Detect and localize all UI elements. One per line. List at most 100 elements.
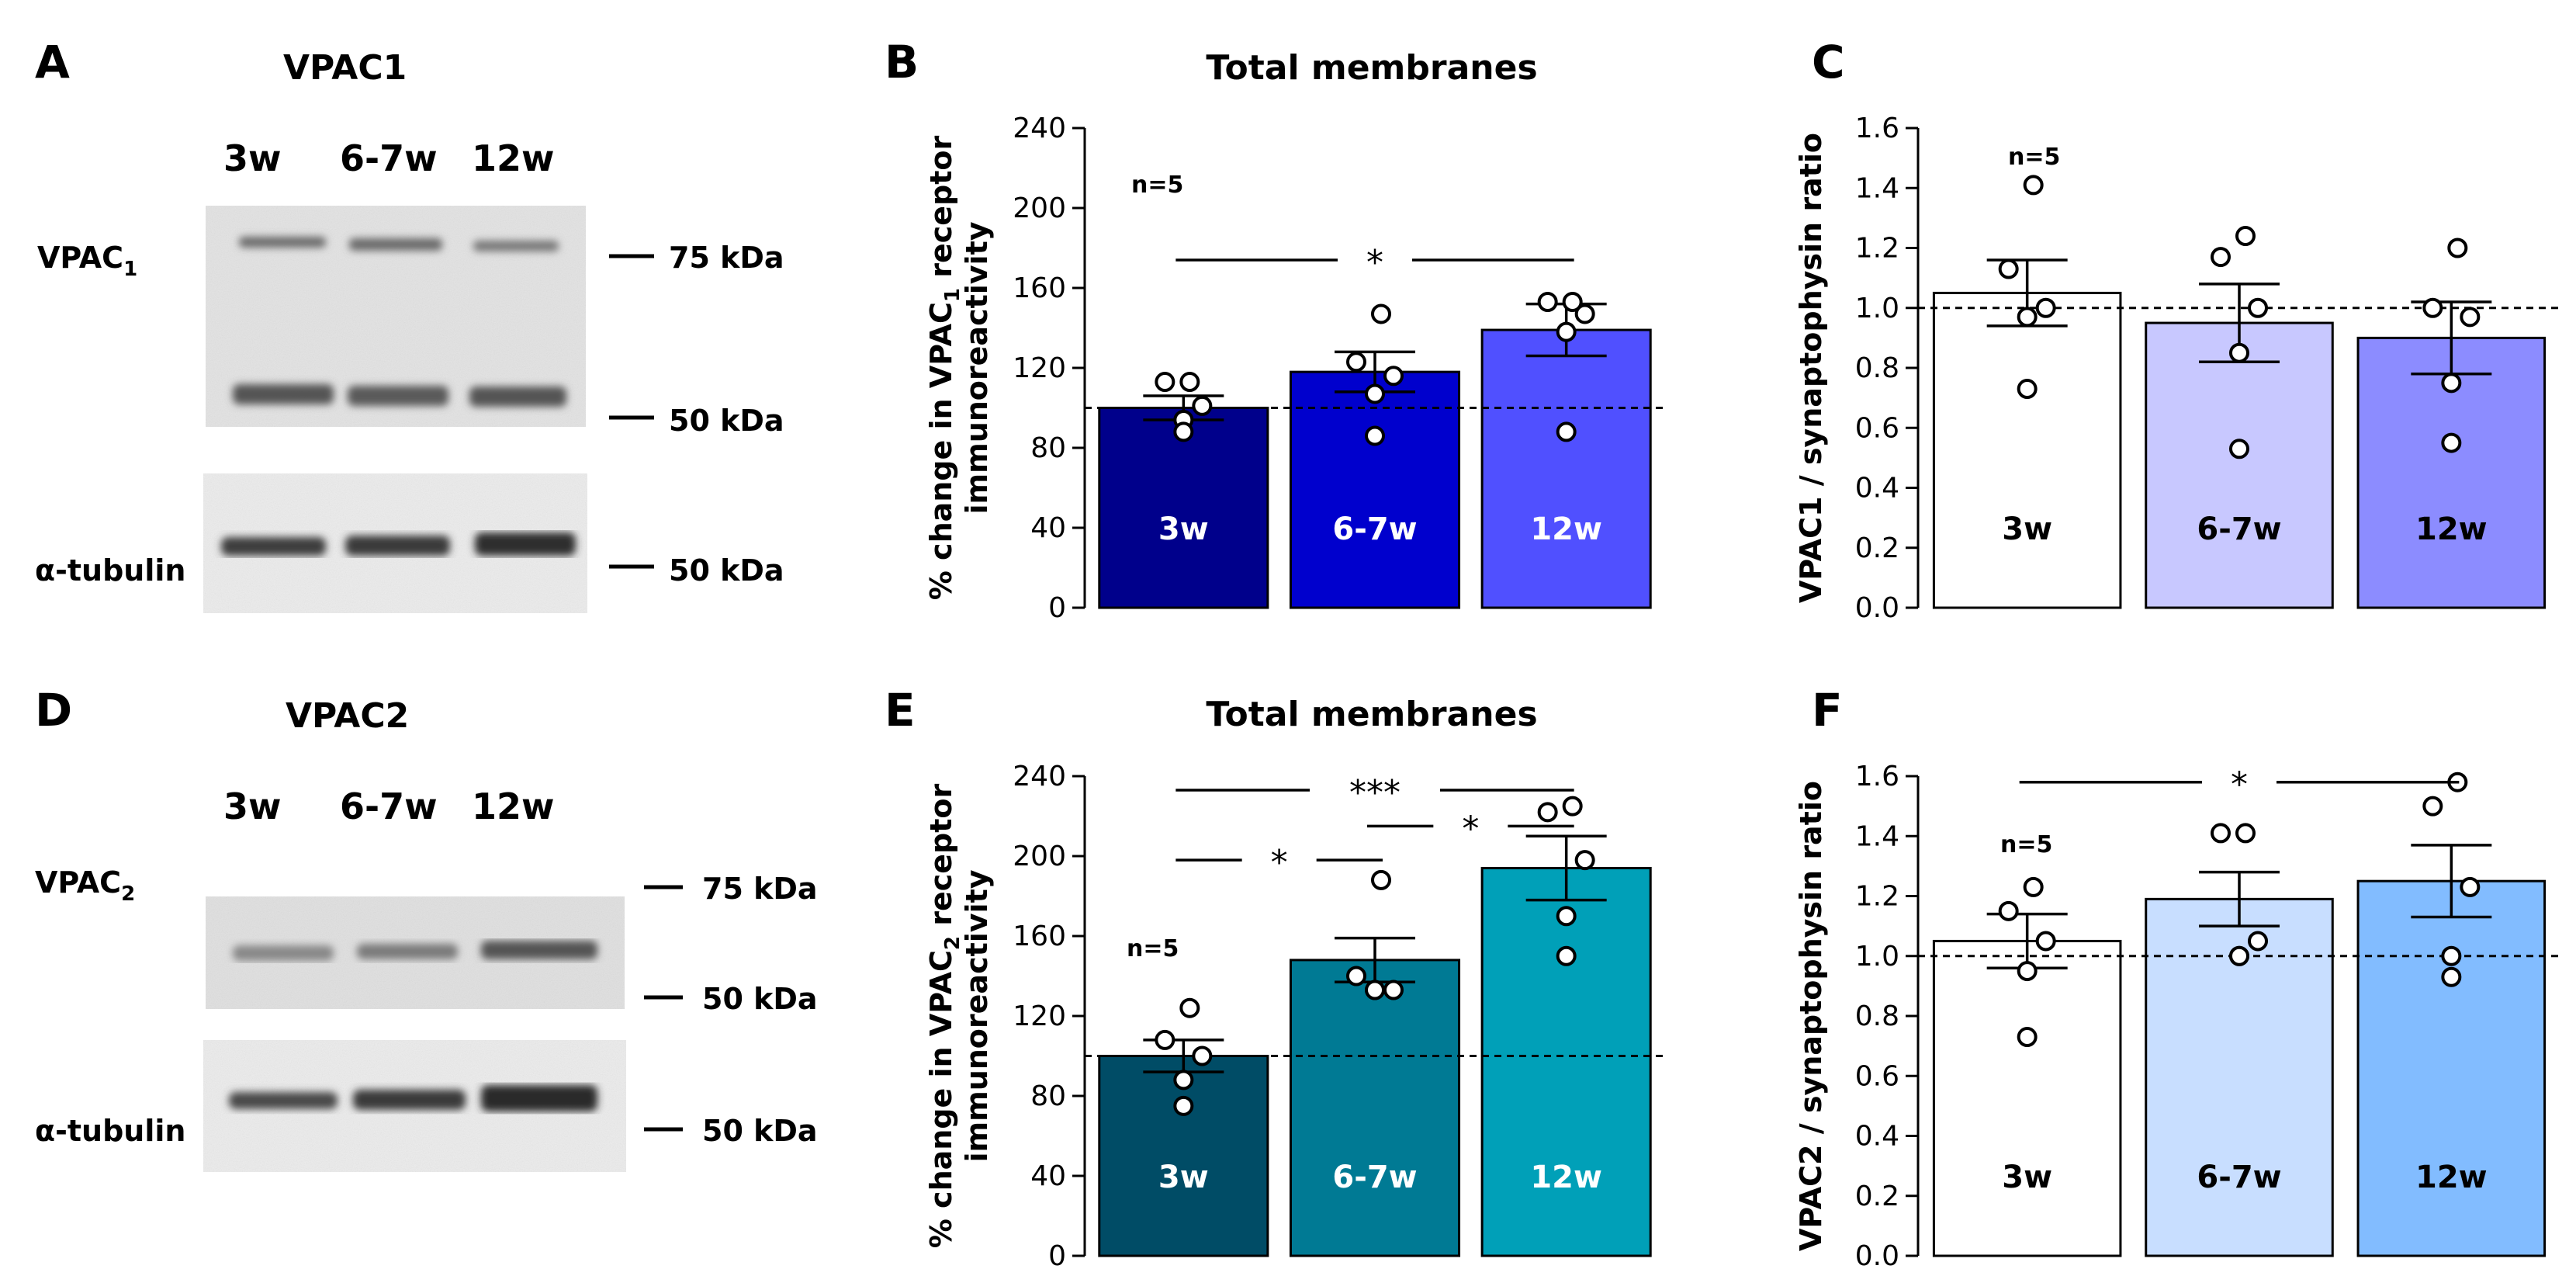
- y-axis-label: VPAC1 / synaptophysin ratio: [1794, 133, 1828, 603]
- lane-label: 3w: [223, 137, 282, 179]
- significance-label: *: [1462, 809, 1479, 848]
- chart-vpac1-synaptophysin-ratio: 0.0 0.2 0.4 0.6 0.8 1.0 1.2 1.4 1.6 VPAC1 / synap…: [1794, 113, 2562, 624]
- data-point: [1383, 980, 1404, 1000]
- data-point: [1998, 900, 2019, 921]
- lane-label: 12w: [472, 785, 555, 827]
- significance-label: *: [1271, 843, 1288, 882]
- data-point: [1365, 383, 1385, 404]
- y-tick-label: 1.0: [1855, 293, 1899, 324]
- marker-75kda: 75 kDa: [702, 872, 818, 906]
- tubulin-row-label: α-tubulin: [35, 1114, 185, 1148]
- data-point: [1155, 372, 1175, 393]
- y-tick-label: 40: [1030, 1160, 1066, 1192]
- y-axis-label: VPAC2 / synaptophysin ratio: [1794, 781, 1828, 1251]
- chart-vpac1-total-membranes: Total membranes 0 40 80 120 160 200 240 % change…: [924, 48, 1667, 624]
- data-point: [1371, 869, 1391, 890]
- data-point: [2017, 379, 2038, 400]
- y-tick-label: 0: [1048, 592, 1066, 624]
- y-axis-label-subscript: 2: [941, 936, 964, 950]
- chart-title: Total membranes: [1206, 695, 1537, 734]
- data-point: [2017, 307, 2038, 328]
- y-tick-label: 1.4: [1855, 172, 1899, 204]
- bar-label: 6-7w: [1332, 1160, 1417, 1195]
- bar: [1480, 328, 1652, 609]
- panel-letter-b: B: [885, 36, 919, 88]
- panel-letter-f: F: [1812, 684, 1843, 737]
- lane-label: 3w: [223, 785, 282, 827]
- data-point: [1365, 980, 1385, 1000]
- bar-label: 3w: [1158, 511, 1209, 547]
- data-point: [2229, 342, 2249, 363]
- y-tick-label: 200: [1013, 192, 1066, 224]
- data-point: [2441, 966, 2462, 987]
- data-point: [2229, 945, 2249, 966]
- bar-label: 6-7w: [2197, 1160, 2281, 1195]
- data-point: [1383, 366, 1404, 387]
- y-tick-label: 1.6: [1855, 761, 1899, 792]
- y-axis-label-part: receptor: [924, 783, 958, 936]
- data-point: [2441, 945, 2462, 966]
- panel-letter-a: A: [35, 36, 70, 88]
- y-tick-label: 240: [1013, 761, 1066, 792]
- y-axis-label-subscript: 1: [941, 288, 964, 302]
- data-point: [1556, 421, 1577, 442]
- data-point: [2211, 247, 2231, 268]
- y-tick-label: 0.6: [1855, 1060, 1899, 1092]
- data-point: [1179, 372, 1200, 393]
- y-tick-label: 1.4: [1855, 820, 1899, 852]
- data-point: [1346, 352, 1366, 373]
- y-axis-label-line2: immunoreactivity: [960, 869, 994, 1162]
- receptor-blot-image: [206, 896, 625, 1009]
- data-point: [2235, 823, 2256, 844]
- bar: [1289, 959, 1461, 1257]
- bar: [1480, 866, 1652, 1257]
- y-tick-label: 0.8: [1855, 352, 1899, 384]
- data-point: [1173, 1095, 1194, 1116]
- data-point: [1556, 906, 1577, 927]
- marker-75kda: 75 kDa: [669, 241, 784, 275]
- tubulin-row-label: α-tubulin: [35, 553, 185, 588]
- y-tick-label: 80: [1030, 432, 1066, 464]
- data-point: [1371, 303, 1391, 324]
- data-point: [1365, 425, 1385, 446]
- bar-label: 12w: [2415, 511, 2488, 547]
- data-point: [2035, 297, 2056, 318]
- y-axis-label: % change in VPAC1 receptor: [924, 135, 964, 600]
- receptor-row-label: VPAC1: [37, 241, 137, 281]
- bar-label: 6-7w: [1332, 511, 1417, 547]
- data-point: [2017, 1027, 2038, 1048]
- y-tick-label: 0.2: [1855, 532, 1899, 564]
- y-tick-label: 1.2: [1855, 881, 1899, 913]
- y-tick-label: 0.8: [1855, 1000, 1899, 1032]
- data-point: [2422, 796, 2443, 817]
- n-label: n=5: [1131, 172, 1183, 199]
- data-point: [2447, 238, 2468, 258]
- blot-title: VPAC1: [283, 48, 407, 88]
- data-point: [1998, 258, 2019, 279]
- bar: [1289, 370, 1461, 609]
- chart-vpac2-synaptophysin-ratio: 0.0 0.2 0.4 0.6 0.8 1.0 1.2 1.4 1.6 VPAC2 / synap…: [1794, 761, 2562, 1272]
- y-tick-label: 1.6: [1855, 113, 1899, 144]
- data-point: [2229, 439, 2249, 459]
- significance-label: *: [2231, 765, 2248, 805]
- marker-50kda: 50 kDa: [669, 404, 784, 438]
- data-point: [1155, 1029, 1175, 1050]
- y-tick-label: 40: [1030, 512, 1066, 544]
- data-point: [1562, 292, 1583, 313]
- y-tick-label: 160: [1013, 921, 1066, 952]
- y-tick-label: 0.6: [1855, 412, 1899, 444]
- y-tick-label: 0.0: [1855, 592, 1899, 624]
- significance-label: *: [1366, 243, 1383, 283]
- data-point: [1179, 997, 1200, 1018]
- n-label: n=5: [1127, 935, 1179, 962]
- y-tick-label: 1.2: [1855, 233, 1899, 265]
- data-point: [2441, 432, 2462, 453]
- y-tick-label: 120: [1013, 352, 1066, 384]
- data-point: [1537, 802, 1558, 823]
- bar: [2356, 879, 2547, 1257]
- significance-label: ***: [1349, 773, 1401, 813]
- data-point: [1537, 292, 1558, 313]
- chart-title: Total membranes: [1206, 48, 1537, 88]
- blot-panel-vpac1: A VPAC1 3w 6-7w 12w VPAC1 75 kDa 50 kDa …: [35, 36, 784, 613]
- bar: [1932, 291, 2122, 609]
